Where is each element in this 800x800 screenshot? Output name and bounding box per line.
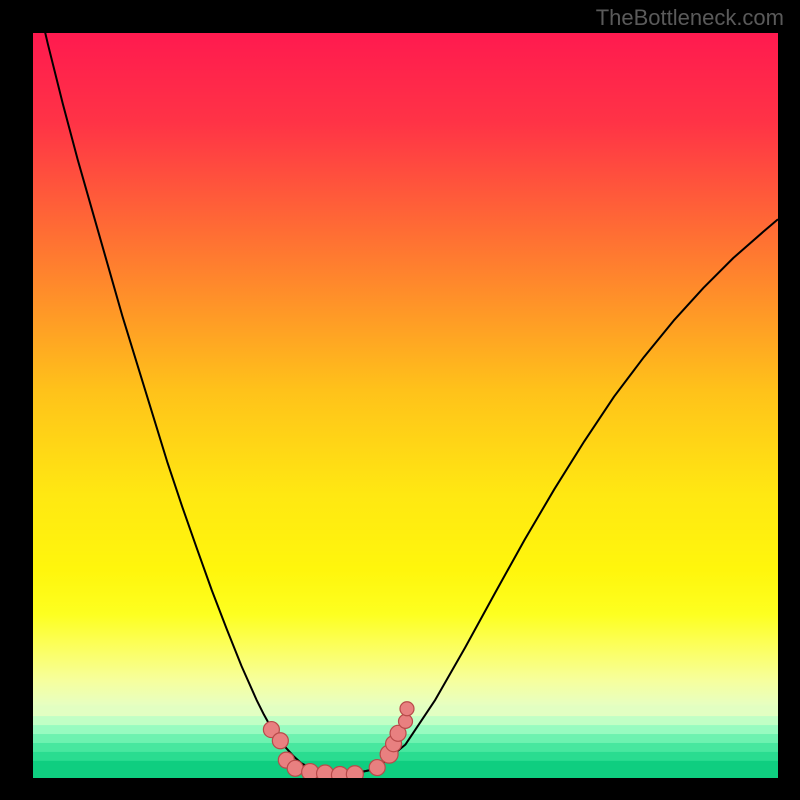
marker-point [302,764,319,778]
marker-point [399,714,413,728]
marker-point [400,702,414,716]
gradient-background [33,33,778,778]
plot-area [33,33,778,778]
chart-frame: TheBottleneck.com [0,0,800,800]
stripe [33,761,778,778]
marker-point [346,766,363,778]
marker-point [369,760,385,776]
marker-point [287,760,303,776]
marker-point [331,767,348,778]
stripe [33,752,778,761]
plot-svg [33,33,778,778]
attribution-text: TheBottleneck.com [596,5,784,31]
marker-point [272,733,288,749]
